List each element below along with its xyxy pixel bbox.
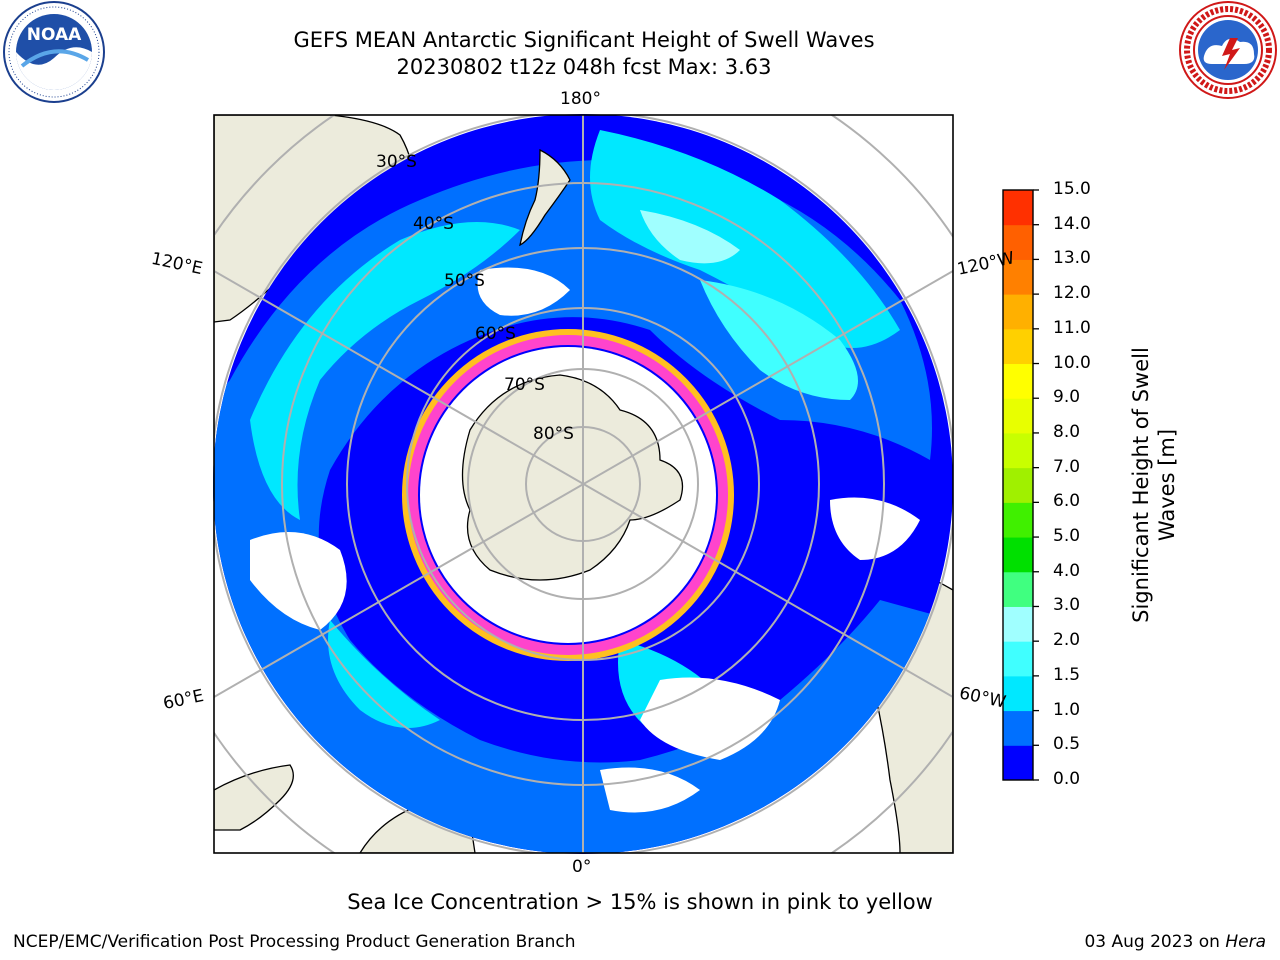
lat-label-80s: 80°S xyxy=(533,424,574,444)
colorbar-segment xyxy=(1003,537,1033,573)
land-corner-top-right xyxy=(880,115,953,180)
noaa-logo: NOAA xyxy=(3,1,105,103)
no-data-patch-2 xyxy=(640,677,780,760)
map-frame xyxy=(213,114,954,854)
colorbar-segment xyxy=(1003,675,1033,712)
colorbar xyxy=(1003,189,1039,781)
colorbar-title: Significant Height of Swell Waves [m] xyxy=(1129,347,1179,623)
sea-ice-edge-yellow xyxy=(402,329,734,661)
no-data-patch-3 xyxy=(830,497,920,560)
chart-subtitle: 20230802 t12z 048h fcst Max: 3.63 xyxy=(396,55,772,79)
colorbar-segment xyxy=(1003,294,1033,330)
lat-label-30s: 30°S xyxy=(376,152,417,172)
colorbar-tick-label: 1.5 xyxy=(1053,664,1081,685)
chart-title: GEFS MEAN Antarctic Significant Height o… xyxy=(293,28,875,52)
colorbar-tick-label: 0.0 xyxy=(1053,769,1081,789)
colorbar-segment xyxy=(1003,259,1033,295)
colorbar-tick-label: 9.0 xyxy=(1053,387,1081,408)
colorbar-segment xyxy=(1003,710,1033,746)
colorbar-tick-label: 0.5 xyxy=(1053,734,1081,755)
colorbar-tick-label: 2.0 xyxy=(1053,630,1081,651)
colorbar-tick-label: 7.0 xyxy=(1053,456,1081,477)
colorbar-tick-label: 12.0 xyxy=(1053,283,1091,304)
colorbar-tick-label: 8.0 xyxy=(1053,421,1081,442)
colorbar-tick-label: 3.0 xyxy=(1053,595,1081,616)
colorbar-segment xyxy=(1003,745,1033,781)
graticule xyxy=(214,115,953,853)
nws-logo xyxy=(1179,1,1277,99)
swell-band-2.0 xyxy=(700,280,858,400)
colorbar-segment xyxy=(1003,328,1033,365)
colorbar-segment xyxy=(1003,467,1033,503)
colorbar-segment xyxy=(1003,190,1033,226)
colorbar-tick-label: 1.0 xyxy=(1053,699,1081,720)
lon-label-180: 180° xyxy=(560,89,601,109)
land-africa xyxy=(214,764,294,831)
swell-band-1.5-c xyxy=(328,620,440,728)
sea-ice-edge-pink xyxy=(408,335,728,655)
colorbar-frame xyxy=(1002,189,1034,781)
no-data-patch-5 xyxy=(600,767,700,813)
colorbar-segment xyxy=(1003,432,1033,469)
colorbar-segment xyxy=(1003,224,1033,260)
colorbar-tick-label: 11.0 xyxy=(1053,317,1091,338)
no-data-patch-4 xyxy=(477,267,570,316)
colorbar-segment xyxy=(1003,571,1033,607)
lat-label-60s: 60°S xyxy=(475,324,516,344)
colorbar-tick-label: 13.0 xyxy=(1053,248,1091,269)
land-new-zealand xyxy=(519,148,571,247)
lat-label-40s: 40°S xyxy=(413,214,454,234)
sea-ice-note: Sea Ice Concentration > 15% is shown in … xyxy=(347,890,933,914)
colorbar-tick-label: 5.0 xyxy=(1053,526,1081,547)
colorbar-segment xyxy=(1003,502,1033,538)
lon-label-0: 0° xyxy=(572,857,592,877)
colorbar-tick-label: 14.0 xyxy=(1053,213,1091,234)
lat-label-70s: 70°S xyxy=(504,375,545,395)
noaa-logo-text: NOAA xyxy=(27,25,82,45)
swell-band-1.5-b xyxy=(590,130,900,348)
swell-band-2.5 xyxy=(640,210,740,264)
colorbar-tick-label: 4.0 xyxy=(1053,560,1081,581)
colorbar-segment xyxy=(1003,641,1033,677)
colorbar-tick-label: 15.0 xyxy=(1053,179,1091,199)
colorbar-tick-label: 6.0 xyxy=(1053,491,1081,512)
colorbar-tick-label: 10.0 xyxy=(1053,352,1091,373)
date-stamp: 03 Aug 2023 on Hera xyxy=(1084,932,1266,952)
lat-label-50s: 50°S xyxy=(444,271,485,291)
colorbar-segment xyxy=(1003,363,1033,399)
host-name: Hera xyxy=(1225,932,1266,952)
credit-line: NCEP/EMC/Verification Post Processing Pr… xyxy=(13,932,576,952)
colorbar-segment xyxy=(1003,398,1033,434)
date-text: 03 Aug 2023 on xyxy=(1084,932,1220,952)
colorbar-segment xyxy=(1003,606,1033,642)
